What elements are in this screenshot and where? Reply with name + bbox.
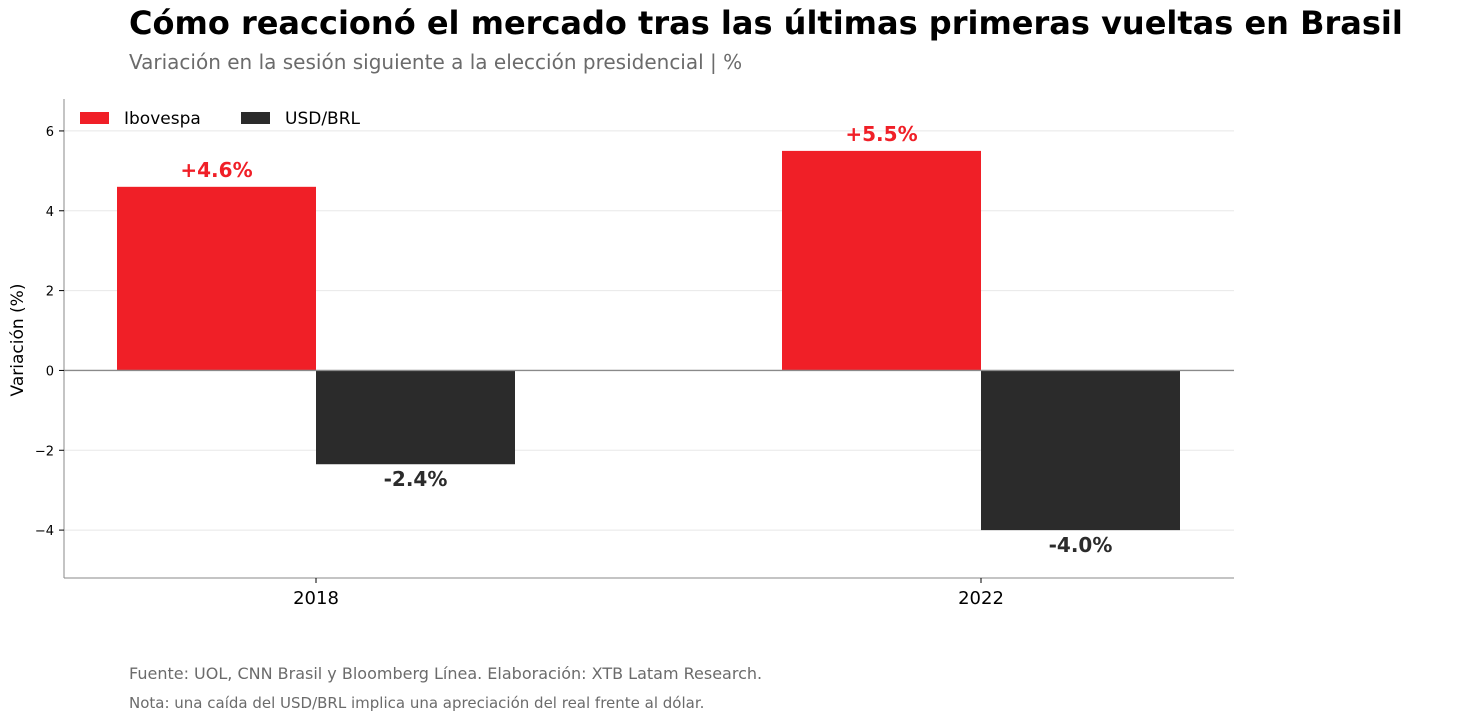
y-tick-label: 0 — [46, 364, 54, 379]
data-label: -2.4% — [384, 467, 448, 491]
bars — [117, 150, 1180, 531]
chart-subtitle: Variación en la sesión siguiente a la el… — [129, 50, 743, 74]
x-tick-label: 2022 — [958, 588, 1004, 609]
footnote: Nota: una caída del USD/BRL implica una … — [129, 694, 705, 712]
y-tick-label: 4 — [46, 205, 54, 220]
legend-swatch — [241, 112, 270, 124]
y-tick-label: 6 — [46, 125, 54, 140]
data-label: +4.6% — [180, 158, 252, 182]
legend-label: USD/BRL — [285, 109, 361, 129]
data-label: +5.5% — [845, 122, 917, 146]
data-labels: +4.6% +5.5% -2.4% -4.0% — [180, 122, 1112, 557]
source-note: Fuente: UOL, CNN Brasil y Bloomberg Líne… — [129, 664, 763, 683]
bar-usd-brl-2022 — [981, 370, 1180, 531]
y-tick-label: −2 — [35, 444, 54, 459]
legend: Ibovespa USD/BRL — [80, 109, 361, 129]
y-tick-label: 2 — [46, 285, 54, 300]
y-axis-label: Variación (%) — [8, 284, 28, 397]
bar-ibovespa-2022 — [782, 150, 981, 371]
bar-usd-brl-2018 — [316, 370, 515, 465]
chart-title: Cómo reaccionó el mercado tras las últim… — [129, 4, 1403, 42]
axes — [63, 99, 1234, 579]
y-ticks: −4 −2 0 2 4 6 — [35, 125, 64, 539]
legend-swatch — [80, 112, 109, 124]
data-label: -4.0% — [1049, 533, 1113, 557]
x-ticks: 2018 2022 — [293, 578, 1004, 609]
legend-label: Ibovespa — [124, 109, 201, 129]
y-tick-label: −4 — [35, 524, 54, 539]
bar-ibovespa-2018 — [117, 186, 316, 371]
x-tick-label: 2018 — [293, 588, 339, 609]
